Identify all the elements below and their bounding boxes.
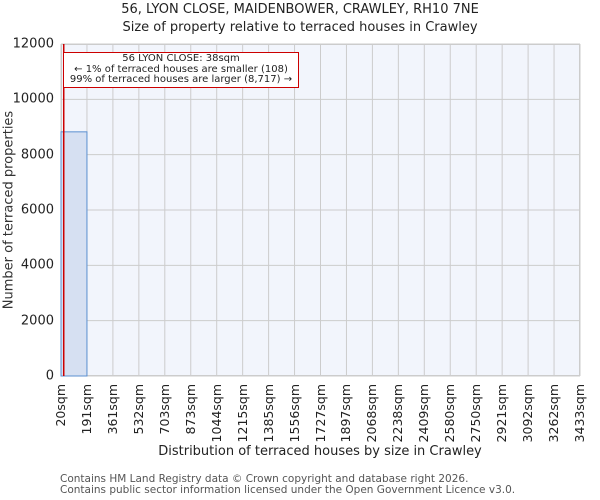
x-tick-label: 3092sqm bbox=[520, 384, 536, 443]
footer-licence: Contains public sector information licen… bbox=[60, 484, 516, 496]
y-tick-label: 0 bbox=[45, 368, 54, 384]
x-tick-label: 2580sqm bbox=[442, 384, 458, 443]
x-tick-label: 1727sqm bbox=[312, 384, 328, 443]
footer-copyright: Contains HM Land Registry data © Crown c… bbox=[60, 473, 469, 485]
x-tick-label: 2921sqm bbox=[494, 384, 510, 443]
x-tick-label: 3433sqm bbox=[572, 384, 587, 443]
y-tick-label: 2000 bbox=[20, 313, 54, 329]
x-tick-label: 703sqm bbox=[156, 384, 172, 435]
chart-title: 56, LYON CLOSE, MAIDENBOWER, CRAWLEY, RH… bbox=[121, 2, 479, 17]
x-tick-label: 1897sqm bbox=[338, 384, 354, 443]
y-axis-label: Number of terraced properties bbox=[1, 110, 17, 310]
x-tick-label: 2238sqm bbox=[390, 384, 406, 443]
x-tick-label: 20sqm bbox=[53, 384, 68, 427]
x-axis-label: Distribution of terraced houses by size … bbox=[158, 444, 482, 459]
y-tick-label: 10000 bbox=[12, 91, 54, 107]
x-tick-label: 1044sqm bbox=[208, 384, 224, 443]
x-tick-label: 1215sqm bbox=[234, 384, 250, 443]
y-tick-label: 6000 bbox=[20, 202, 54, 218]
x-tick-label: 2409sqm bbox=[416, 384, 432, 443]
x-tick-label: 532sqm bbox=[130, 384, 146, 435]
annotation-line-1: 56 LYON CLOSE: 38sqm bbox=[122, 53, 240, 64]
x-tick-label: 2750sqm bbox=[468, 384, 484, 443]
x-tick-label: 2068sqm bbox=[364, 384, 380, 443]
x-tick-label: 3262sqm bbox=[546, 384, 562, 443]
x-tick-label: 1556sqm bbox=[286, 384, 302, 443]
chart-subtitle: Size of property relative to terraced ho… bbox=[122, 20, 478, 35]
annotation-line-2: ← 1% of terraced houses are smaller (108… bbox=[74, 63, 288, 75]
x-tick-label: 1385sqm bbox=[260, 384, 276, 443]
y-tick-label: 12000 bbox=[12, 36, 54, 52]
x-tick-label: 361sqm bbox=[104, 384, 120, 435]
y-tick-label: 4000 bbox=[20, 257, 54, 273]
marker-annotation: 56 LYON CLOSE: 38sqm ← 1% of terraced ho… bbox=[63, 52, 299, 88]
y-tick-label: 8000 bbox=[20, 147, 54, 163]
annotation-line-3: 99% of terraced houses are larger (8,717… bbox=[69, 74, 293, 85]
x-tick-label: 191sqm bbox=[78, 384, 94, 435]
x-tick-label: 873sqm bbox=[182, 384, 198, 435]
